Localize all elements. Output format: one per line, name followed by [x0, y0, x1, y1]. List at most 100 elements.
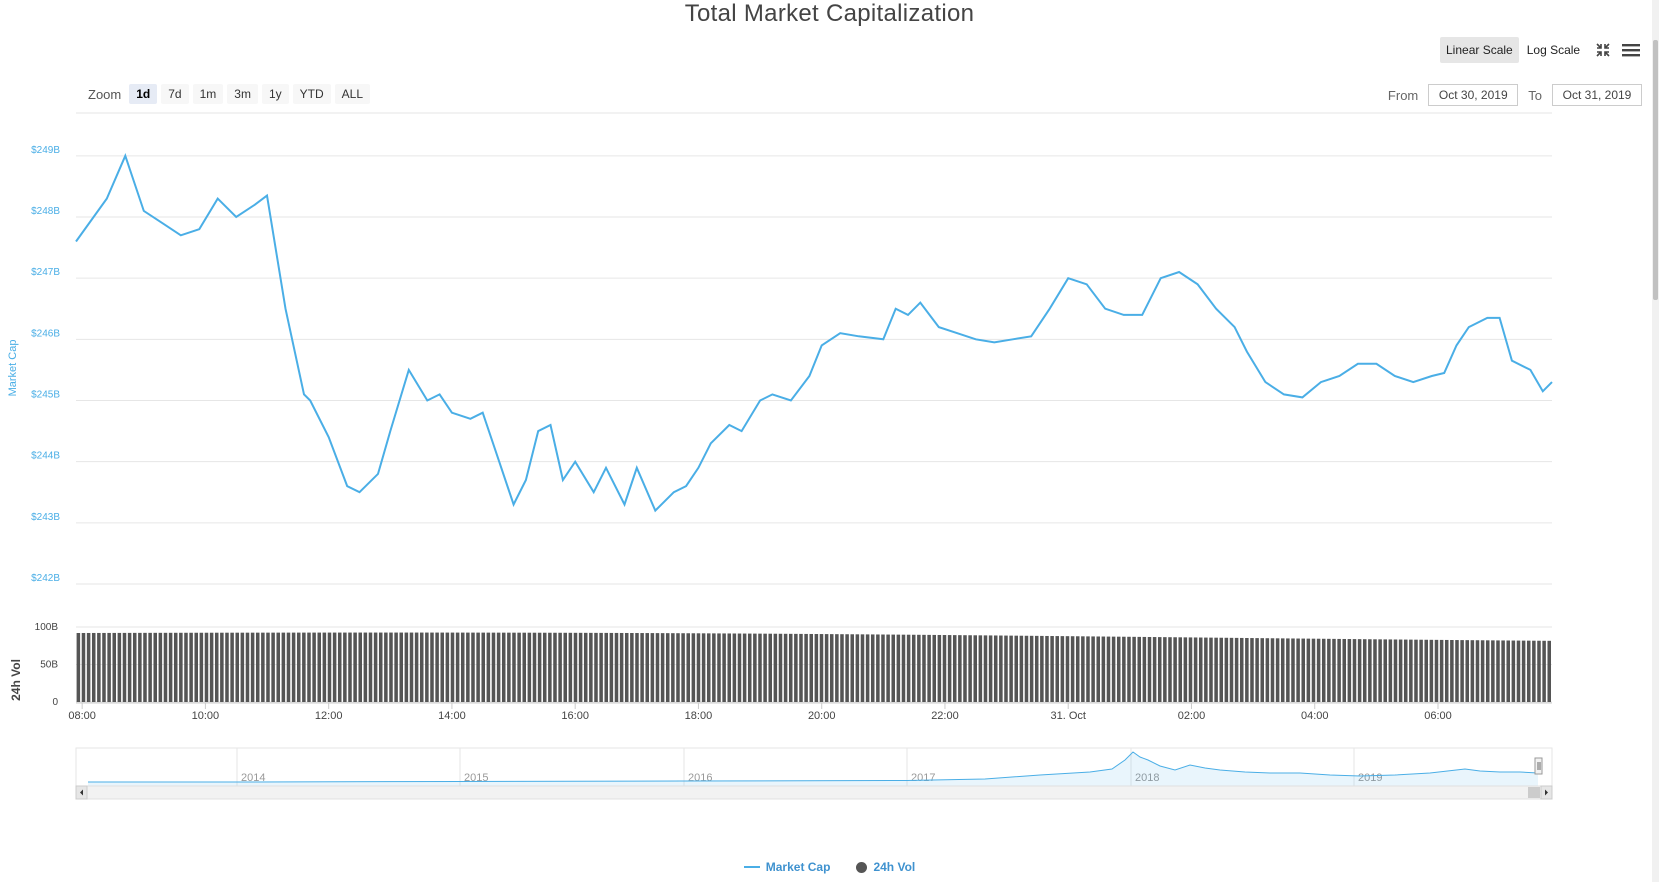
- volume-bar: [747, 633, 752, 702]
- volume-bar: [988, 635, 993, 702]
- volume-bar: [947, 635, 952, 702]
- log-scale-button[interactable]: Log Scale: [1526, 43, 1581, 57]
- zoom-1y-button[interactable]: 1y: [261, 84, 289, 104]
- volume-bar: [302, 632, 306, 702]
- volume-bar: [163, 632, 168, 702]
- zoom-ytd-button[interactable]: YTD: [292, 84, 331, 104]
- x-tick-label: 20:00: [808, 710, 836, 722]
- volume-bar: [220, 632, 224, 702]
- navigator-year-label: 2019: [1358, 772, 1382, 784]
- volume-bar: [291, 632, 296, 702]
- date-range: From Oct 30, 2019 To Oct 31, 2019: [1388, 84, 1642, 106]
- zoom-7d-button[interactable]: 7d: [161, 84, 189, 104]
- volume-bar: [630, 633, 634, 702]
- volume-bar: [97, 632, 101, 702]
- page-scrollbar-thumb: [1653, 40, 1658, 300]
- legend: Market Cap 24h Vol: [0, 860, 1659, 874]
- volume-bar: [1383, 639, 1387, 702]
- y-tick-label: $243B: [31, 512, 60, 523]
- volume-bar: [1470, 640, 1475, 702]
- zoom-all-button[interactable]: ALL: [334, 84, 370, 104]
- volume-bar: [496, 632, 501, 702]
- volume-bar: [194, 632, 198, 702]
- volume-axis-labels: 100B 50B 0: [35, 622, 59, 708]
- volume-bar: [322, 632, 327, 702]
- volume-bar: [466, 632, 470, 702]
- volume-bar: [168, 632, 173, 702]
- volume-bar: [870, 634, 875, 702]
- volume-bar: [804, 633, 808, 702]
- volume-bar: [1219, 637, 1223, 702]
- market-cap-line: [75, 153, 1553, 513]
- volume-bar: [650, 633, 655, 702]
- volume-bar: [425, 632, 429, 702]
- volume-bar: [1516, 640, 1521, 702]
- volume-bar: [794, 633, 798, 702]
- volume-bar: [1424, 639, 1428, 702]
- arrow-left-icon: [80, 789, 83, 796]
- legend-volume[interactable]: 24h Vol: [856, 860, 915, 874]
- volume-bar: [937, 634, 942, 702]
- volume-bar: [542, 632, 547, 702]
- navigator[interactable]: 201420152016201720182019: [75, 747, 1553, 800]
- volume-bar: [1506, 640, 1510, 702]
- navigator-year-label: 2018: [1135, 772, 1159, 784]
- zoom-1d-button[interactable]: 1d: [129, 84, 158, 104]
- volume-bar: [1183, 637, 1188, 702]
- volume-bar: [1034, 635, 1039, 702]
- volume-bars: [76, 632, 1551, 702]
- zoom-3m-button[interactable]: 3m: [227, 84, 258, 104]
- volume-bar: [993, 635, 998, 702]
- arrow-right-icon: [1545, 789, 1548, 796]
- linear-scale-button[interactable]: Linear Scale: [1440, 37, 1519, 63]
- volume-bar: [686, 633, 690, 702]
- volume-bar: [1342, 638, 1346, 702]
- volume-bar: [958, 635, 962, 702]
- volume-bar: [138, 632, 142, 702]
- volume-bar: [378, 632, 383, 702]
- volume-tick-label: 100B: [35, 622, 59, 633]
- legend-market-cap[interactable]: Market Cap: [743, 860, 831, 874]
- zoom-1m-button[interactable]: 1m: [192, 84, 224, 104]
- volume-bar: [640, 633, 644, 702]
- volume-bar: [1152, 637, 1157, 702]
- volume-bar: [1250, 638, 1254, 702]
- from-date-input[interactable]: Oct 30, 2019: [1428, 84, 1519, 106]
- volume-bar: [1014, 635, 1018, 702]
- to-date-input[interactable]: Oct 31, 2019: [1552, 84, 1642, 106]
- volume-bar: [1198, 637, 1203, 702]
- volume-bar: [471, 632, 475, 702]
- volume-bar: [1045, 635, 1049, 702]
- volume-bar: [1229, 637, 1234, 702]
- volume-bar: [430, 632, 434, 702]
- y-tick-label: $244B: [31, 451, 60, 462]
- volume-bar: [1491, 640, 1495, 702]
- zoom-label: Zoom: [88, 86, 122, 102]
- volume-bar: [1209, 637, 1213, 702]
- volume-bar: [450, 632, 455, 702]
- volume-bar: [91, 632, 96, 702]
- volume-bar: [337, 632, 342, 702]
- volume-bar: [999, 635, 1003, 702]
- hamburger-menu-icon[interactable]: [1620, 39, 1642, 61]
- volume-bar: [1270, 638, 1275, 702]
- volume-bar: [1526, 640, 1531, 702]
- volume-bar: [645, 633, 649, 702]
- volume-bar: [368, 632, 373, 702]
- volume-bar: [317, 632, 321, 702]
- volume-bar: [665, 633, 670, 702]
- legend-market-cap-label: Market Cap: [765, 860, 831, 874]
- y-axis-labels: $249B $248B $247B $246B $245B $244B $243B $242B: [31, 145, 60, 584]
- volume-bar: [158, 632, 163, 702]
- volume-bar: [1547, 640, 1551, 702]
- volume-bar: [799, 633, 803, 702]
- volume-bar: [809, 633, 813, 702]
- volume-bar: [501, 632, 506, 702]
- volume-bar: [481, 632, 485, 702]
- volume-tick-label: 50B: [40, 660, 58, 671]
- expand-arrows-icon[interactable]: [1592, 39, 1614, 61]
- scrollbar-thumb: [1528, 787, 1540, 798]
- volume-bar: [896, 634, 901, 702]
- y-axis-title-volume: 24h Vol: [9, 659, 23, 701]
